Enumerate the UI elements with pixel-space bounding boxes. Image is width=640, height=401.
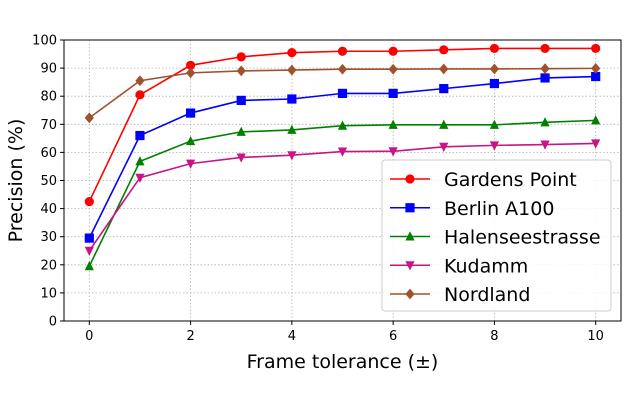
series-halenseestrasse xyxy=(84,115,601,271)
data-point xyxy=(287,48,297,58)
data-point xyxy=(337,88,348,98)
data-point xyxy=(287,64,297,76)
data-point xyxy=(84,246,94,256)
data-point xyxy=(236,153,246,163)
x-tick-label: 10 xyxy=(587,329,604,344)
y-tick-label: 80 xyxy=(40,90,57,105)
legend-label: Nordland xyxy=(444,284,530,306)
data-point xyxy=(388,119,398,129)
data-point xyxy=(388,63,398,75)
data-point xyxy=(439,119,449,129)
y-tick-label: 40 xyxy=(40,202,57,217)
data-point xyxy=(489,141,500,151)
series-kudamm xyxy=(84,139,601,256)
y-tick-label: 70 xyxy=(40,118,57,133)
data-point xyxy=(236,126,246,136)
legend-item: Nordland xyxy=(390,284,530,306)
data-point xyxy=(489,63,500,75)
x-axis-label: Frame tolerance (±) xyxy=(247,351,439,373)
data-point xyxy=(236,95,246,106)
legend-item: Halenseestrasse xyxy=(390,227,601,249)
x-tick-label: 2 xyxy=(186,329,194,344)
data-point xyxy=(185,108,196,118)
data-point xyxy=(540,43,550,54)
legend-marker xyxy=(405,261,415,271)
data-point xyxy=(135,130,145,141)
legend-box xyxy=(381,159,612,312)
data-point xyxy=(540,140,550,150)
data-point xyxy=(489,78,500,89)
legend-item: Kudamm xyxy=(390,255,528,277)
data-point xyxy=(591,71,601,82)
y-tick-label: 90 xyxy=(40,62,57,77)
data-point xyxy=(135,75,145,87)
x-tick-label: 8 xyxy=(490,329,498,344)
series-layer xyxy=(84,43,601,271)
y-tick-label: 50 xyxy=(40,174,57,189)
data-point xyxy=(135,90,145,100)
data-point xyxy=(185,159,196,169)
data-point xyxy=(84,112,94,124)
data-point xyxy=(591,115,601,125)
x-axis: 0 2 4 6 8 10 xyxy=(85,321,604,344)
data-point xyxy=(185,135,196,146)
data-point xyxy=(337,46,348,56)
data-point xyxy=(236,65,246,77)
y-tick-label: 30 xyxy=(40,230,57,245)
y-axis: 0 10 20 30 40 50 60 70 80 90 100 xyxy=(32,34,64,330)
y-tick-label: 100 xyxy=(32,34,57,49)
data-point xyxy=(185,67,196,79)
data-point xyxy=(439,63,449,75)
legend-marker xyxy=(405,174,415,184)
data-point xyxy=(185,60,196,70)
legend: Gardens Point Berlin A100 Halenseestrasse K… xyxy=(381,159,612,312)
series-nordland xyxy=(84,62,601,124)
x-tick-label: 6 xyxy=(389,329,397,344)
data-point xyxy=(135,173,145,183)
data-point xyxy=(337,120,348,130)
data-point xyxy=(84,196,94,207)
data-point xyxy=(439,84,449,94)
y-tick-label: 10 xyxy=(40,286,57,301)
data-point xyxy=(236,52,246,62)
data-point xyxy=(489,119,500,129)
legend-marker xyxy=(405,203,415,213)
y-tick-label: 0 xyxy=(49,315,57,330)
legend-label: Berlin A100 xyxy=(444,198,554,220)
legend-item: Berlin A100 xyxy=(390,198,554,220)
data-point xyxy=(84,261,94,271)
data-point xyxy=(287,94,297,104)
y-tick-label: 20 xyxy=(40,258,57,273)
y-axis-label: Precision (%) xyxy=(5,119,27,243)
data-point xyxy=(388,46,398,56)
data-point xyxy=(287,124,297,134)
data-point xyxy=(540,63,550,75)
data-point xyxy=(135,156,145,166)
legend-marker xyxy=(405,288,415,300)
data-point xyxy=(388,88,398,98)
data-point xyxy=(337,63,348,75)
data-point xyxy=(337,147,348,157)
legend-marker xyxy=(405,231,415,241)
data-point xyxy=(540,73,550,83)
y-tick-label: 60 xyxy=(40,146,57,161)
data-point xyxy=(591,43,601,54)
data-point xyxy=(489,43,500,54)
data-point xyxy=(84,233,94,243)
data-point xyxy=(388,147,398,157)
series-berlin-a100 xyxy=(84,71,601,243)
legend-label: Kudamm xyxy=(444,255,528,277)
x-tick-label: 4 xyxy=(288,329,296,344)
legend-item: Gardens Point xyxy=(390,169,577,191)
data-point xyxy=(439,142,449,152)
data-point xyxy=(439,45,449,55)
data-point xyxy=(591,62,601,74)
data-point xyxy=(591,139,601,149)
legend-label: Halenseestrasse xyxy=(444,227,601,249)
data-point xyxy=(287,151,297,161)
data-point xyxy=(540,117,550,127)
x-tick-label: 0 xyxy=(85,329,93,344)
legend-label: Gardens Point xyxy=(444,169,577,191)
